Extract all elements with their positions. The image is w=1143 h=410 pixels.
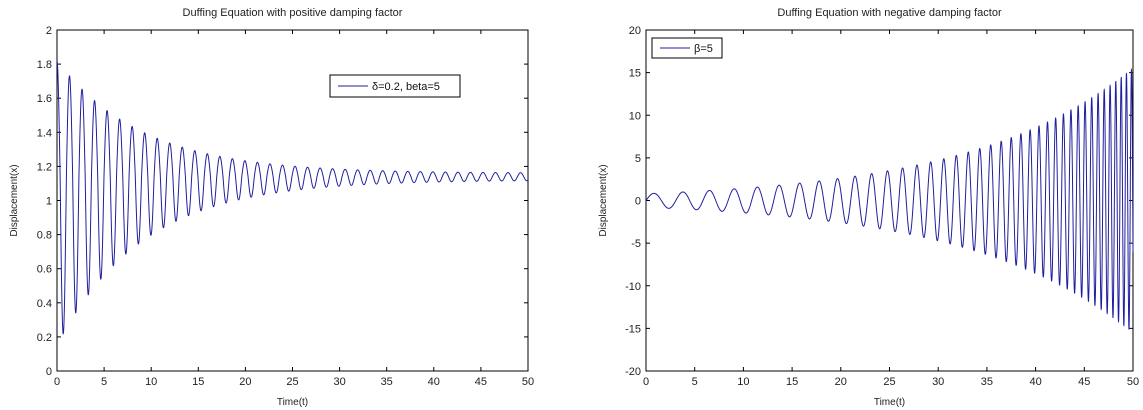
legend: β=5 [651,37,723,59]
series-line [645,67,1134,330]
y-axis-label: Displacement(x) [598,164,609,236]
x-tick-label: 0 [643,376,649,388]
x-tick-label: 15 [192,376,204,388]
x-tick-label: 5 [101,376,107,388]
x-tick-label: 15 [786,376,798,388]
y-tick-label: 1.4 [37,127,52,139]
y-tick-label: 0 [635,196,641,208]
chart-title: Duffing Equation with negative damping f… [777,7,1002,19]
x-tick-label: 45 [475,376,487,388]
series-line [56,60,529,335]
x-tick-label: 30 [932,376,944,388]
y-tick-label: 0.4 [37,298,52,310]
x-tick-label: 50 [1127,376,1139,388]
x-tick-label: 35 [381,376,393,388]
y-tick-label: -20 [625,366,641,378]
x-tick-label: 0 [54,376,60,388]
ticks: 0 5 10 15 20 25 30 35 40 45 50 0 0.2 0.4 0.6 0.8 1 1.2 1.4… [37,25,534,388]
y-tick-label: 0.6 [37,264,52,276]
y-tick-label: -10 [625,281,641,293]
x-axis-label: Time(t) [874,397,905,408]
legend-label: δ=0.2, beta=5 [372,81,440,93]
y-tick-label: 0.2 [37,332,52,344]
x-tick-label: 40 [428,376,440,388]
x-axis-label: Time(t) [277,397,308,408]
legend-box [329,74,461,98]
x-tick-label: 5 [692,376,698,388]
legend: δ=0.2, beta=5 [329,74,461,98]
legend-label: β=5 [694,43,713,55]
y-tick-label: 5 [635,153,641,165]
y-tick-label: -15 [625,323,641,335]
y-tick-label: -5 [631,238,641,250]
x-tick-label: 50 [522,376,534,388]
y-tick-label: 1.6 [37,93,52,105]
y-tick-label: 0 [46,366,52,378]
x-tick-label: 40 [1029,376,1041,388]
y-tick-label: 2 [46,25,52,37]
chart-positive-damping: Duffing Equation with positive damping f… [9,7,534,408]
x-tick-label: 35 [981,376,993,388]
x-tick-label: 30 [333,376,345,388]
y-tick-label: 1.8 [37,59,52,71]
chart-title: Duffing Equation with positive damping f… [183,7,403,19]
x-tick-label: 10 [145,376,157,388]
y-tick-label: 15 [629,68,641,80]
x-tick-label: 25 [883,376,895,388]
x-tick-label: 10 [737,376,749,388]
y-axis-label: Displacement(x) [9,164,20,236]
y-tick-label: 10 [629,110,641,122]
y-tick-label: 20 [629,25,641,37]
x-tick-label: 20 [239,376,251,388]
x-tick-label: 45 [1078,376,1090,388]
plot-area [645,29,1134,372]
x-tick-label: 20 [835,376,847,388]
y-tick-label: 0.8 [37,230,52,242]
y-tick-label: 1 [46,196,52,208]
chart-negative-damping: Duffing Equation with negative damping f… [598,7,1139,408]
y-tick-label: 1.2 [37,161,52,173]
x-tick-label: 25 [286,376,298,388]
